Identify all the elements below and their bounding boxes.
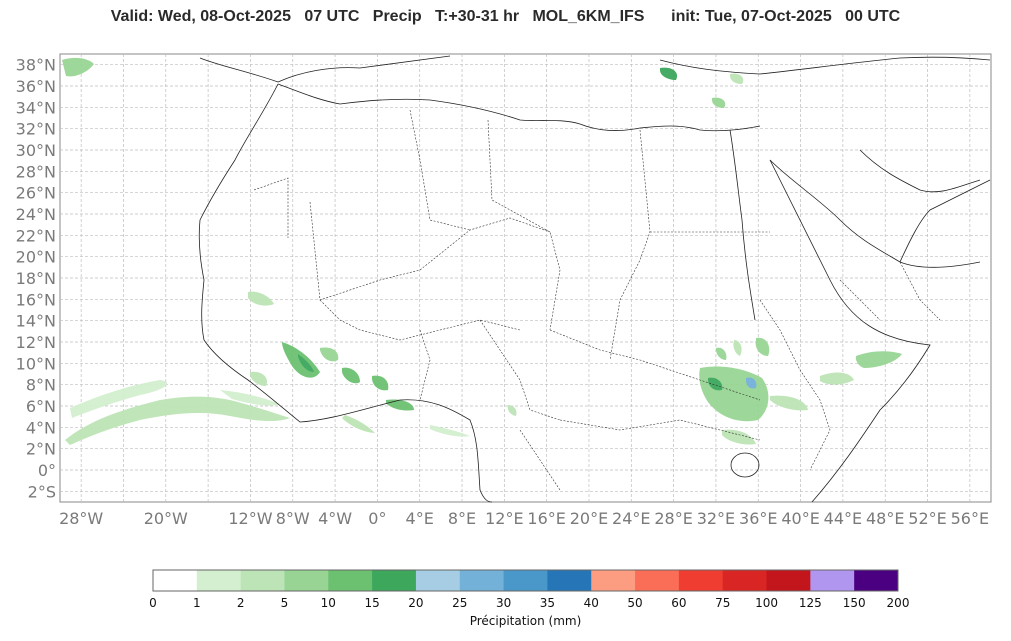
precip-field [62,57,902,445]
colorbar-swatch [415,570,461,591]
colorbar-swatch [372,570,417,591]
valid-hour: 07 UTC [304,8,360,25]
init-hour: 00 UTC [845,8,901,25]
colorbar-tick: 1 [193,596,201,610]
lon-label: 56°E [951,509,989,528]
colorbar-swatch [153,570,198,591]
lon-label: 0° [368,509,386,528]
colorbar-tick: 5 [281,596,289,610]
lon-label: 4°E [406,509,434,528]
lat-label: 32°N [16,120,56,139]
colorbar-tick: 150 [843,596,866,610]
model-name: MOL_6KM_IFS [532,8,645,25]
graticule [60,54,991,502]
lon-label: 32°E [697,509,735,528]
lon-label: 16°E [527,509,565,528]
lat-label: 34°N [16,98,56,117]
init-date: init: Tue, 07-Oct-2025 [671,8,832,25]
lat-label: 12°N [16,333,56,352]
colorbar-swatch [591,570,636,591]
lon-label: 28°W [59,509,103,528]
lat-label: 28°N [16,162,56,181]
colorbar-swatch [854,570,899,591]
colorbar-swatch [766,570,811,591]
colorbar-tick: 35 [540,596,555,610]
colorbar-swatch [547,570,592,591]
lon-label: 4°W [318,509,352,528]
colorbar-swatch [678,570,724,591]
colorbar-tick: 40 [584,596,599,610]
lat-label: 4°N [26,418,56,437]
colorbar-swatch [503,570,548,591]
colorbar-tick: 100 [755,596,778,610]
colorbar-frame [152,569,899,592]
lon-label: 28°E [654,509,692,528]
lon-label: 52°E [908,509,946,528]
lat-label: 10°N [16,354,56,373]
colorbar-title: Précipitation (mm) [469,614,582,628]
lat-label: 30°N [16,141,56,160]
colorbar-swatch [635,570,680,591]
lon-label: 36°E [739,509,777,528]
lon-label: 44°E [824,509,862,528]
lat-label: 22°N [16,226,56,245]
colorbar-swatch [810,570,855,591]
valid-date: Valid: Wed, 08-Oct-2025 [110,8,291,25]
lat-label: 6°N [26,397,56,416]
lon-label: 48°E [866,509,904,528]
lead-time: T:+30-31 hr [435,8,520,25]
variable-name: Precip [372,8,422,25]
colorbar-tick: 60 [671,596,686,610]
coastlines [198,55,991,503]
lon-label: 20°W [144,509,188,528]
colorbar-tick: 200 [887,596,910,610]
colorbar-tick: 25 [452,596,467,610]
lat-label: 24°N [16,205,56,224]
colorbar-swatch [284,570,329,591]
lat-label: 2°N [26,440,56,459]
lat-label: 20°N [16,248,56,267]
lon-label: 40°E [781,509,819,528]
colorbar-tick: 0 [149,596,157,610]
lon-label: 12°E [485,509,523,528]
latitude-labels: 38°N 36°N 34°N 32°N 30°N 28°N 26°N 24°N 22°N 20°N… [16,56,56,502]
lat-label: 16°N [16,290,56,309]
lat-label: 0° [38,461,56,480]
colorbar-tick: 20 [408,596,423,610]
lon-label: 12°W [228,509,272,528]
lon-label: 24°E [612,509,650,528]
lat-label: 18°N [16,269,56,288]
colorbar-tick: 15 [364,596,379,610]
colorbar-tick: 125 [799,596,822,610]
colorbar: 0 1 2 5 10 15 20 25 30 35 40 50 60 75 100 125 150 200 [149,569,910,610]
lat-label: 26°N [16,184,56,203]
lon-label: 20°E [570,509,608,528]
borders [253,109,941,491]
colorbar-swatch [459,570,505,591]
colorbar-swatch [196,570,242,591]
colorbar-swatch [328,570,373,591]
colorbar-swatch [722,570,768,591]
lat-label: 36°N [16,77,56,96]
colorbar-swatch [240,570,285,591]
colorbar-tick: 2 [237,596,245,610]
colorbar-tick: 30 [496,596,511,610]
lat-label: 38°N [16,56,56,75]
longitude-labels: 28°W 20°W 12°W 8°W 4°W 0° 4°E 8°E 12°E 16°E 20°E 24… [59,509,989,528]
colorbar-tick: 75 [715,596,730,610]
map-title: Valid: Wed, 08-Oct-2025 07 UTC Precip T:… [0,8,1011,26]
lat-label: 8°N [26,376,56,395]
lat-label: 2°S [28,482,56,501]
lon-label: 8°W [276,509,310,528]
lon-label: 8°E [448,509,476,528]
colorbar-tick: 50 [627,596,642,610]
lat-label: 14°N [16,312,56,331]
colorbar-tick: 10 [321,596,336,610]
